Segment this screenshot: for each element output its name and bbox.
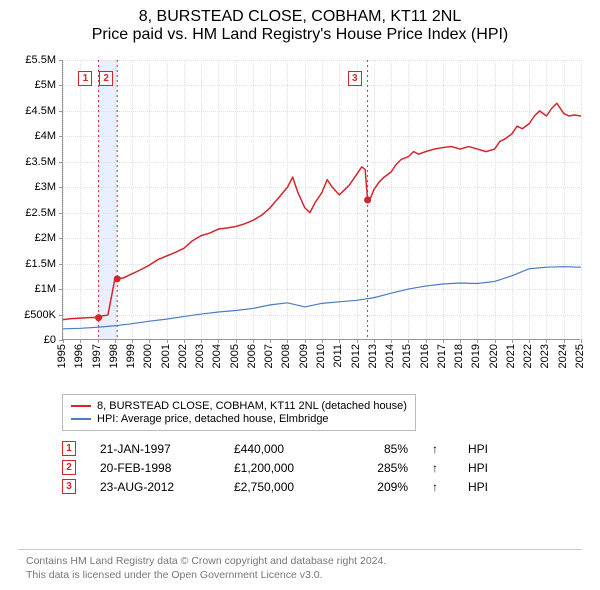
x-tick-label: 2020 — [488, 344, 500, 368]
y-tick-label: £4.5M — [25, 105, 56, 117]
annotation-marker: 1 — [78, 71, 92, 86]
x-tick-label: 2018 — [453, 344, 465, 368]
footer-line2: This data is licensed under the Open Gov… — [26, 568, 574, 582]
y-tick-label: £5.5M — [25, 54, 56, 66]
x-tick-label: 1996 — [73, 344, 85, 368]
y-tick-label: £2M — [35, 232, 56, 244]
annotation-marker: 3 — [348, 71, 362, 86]
x-tick-label: 2010 — [315, 344, 327, 368]
x-tick-label: 1999 — [125, 344, 137, 368]
sale-arrow-icon: ↑ — [432, 461, 444, 475]
sale-price: £1,200,000 — [234, 461, 324, 475]
x-tick-label: 2016 — [419, 344, 431, 368]
x-tick-label: 2015 — [401, 344, 413, 368]
legend-swatch — [71, 418, 91, 420]
chart-title-block: 8, BURSTEAD CLOSE, COBHAM, KT11 2NL Pric… — [12, 8, 588, 44]
y-tick-label: £4M — [35, 130, 56, 142]
plot-svg — [63, 60, 580, 339]
y-tick-label: £2.5M — [25, 207, 56, 219]
sale-pct: 85% — [348, 442, 408, 456]
sale-arrow-icon: ↑ — [432, 480, 444, 494]
x-tick-label: 2012 — [350, 344, 362, 368]
title-line1: 8, BURSTEAD CLOSE, COBHAM, KT11 2NL — [12, 8, 588, 26]
y-tick-label: £0 — [44, 334, 56, 346]
x-tick-label: 2014 — [384, 344, 396, 368]
x-tick-label: 2004 — [211, 344, 223, 368]
sale-pct: 209% — [348, 480, 408, 494]
sale-vs: HPI — [468, 442, 488, 456]
sale-marker: 1 — [62, 441, 76, 456]
sale-date: 20-FEB-1998 — [100, 461, 210, 475]
sale-date: 23-AUG-2012 — [100, 480, 210, 494]
legend-item: HPI: Average price, detached house, Elmb… — [71, 413, 407, 425]
sale-pct: 285% — [348, 461, 408, 475]
x-tick-label: 2017 — [436, 344, 448, 368]
sale-point-marker — [114, 275, 121, 282]
x-tick-label: 2023 — [539, 344, 551, 368]
x-tick-label: 2005 — [229, 344, 241, 368]
x-tick-label: 1995 — [56, 344, 68, 368]
sale-row: 2 20-FEB-1998 £1,200,000 285% ↑ HPI — [62, 460, 588, 475]
x-tick-label: 2011 — [332, 344, 344, 368]
y-tick-label: £1M — [35, 283, 56, 295]
y-tick-label: £1.5M — [25, 258, 56, 270]
x-tick-label: 2013 — [367, 344, 379, 368]
x-tick-label: 2021 — [505, 344, 517, 368]
sales-table: 1 21-JAN-1997 £440,000 85% ↑ HPI 2 20-FEB-1998 £… — [62, 437, 588, 498]
title-line2: Price paid vs. HM Land Registry's House … — [12, 26, 588, 44]
chart-area: £0 £500K £1M £1.5M £2M £2.5M £3M £3.5M £4M £4.5M £… — [12, 50, 588, 390]
x-tick-label: 2019 — [470, 344, 482, 368]
sale-row: 1 21-JAN-1997 £440,000 85% ↑ HPI — [62, 441, 588, 456]
sale-point-marker — [95, 314, 102, 321]
y-tick-label: £500K — [24, 309, 56, 321]
legend: 8, BURSTEAD CLOSE, COBHAM, KT11 2NL (det… — [62, 394, 416, 431]
x-tick-label: 2002 — [177, 344, 189, 368]
legend-label: 8, BURSTEAD CLOSE, COBHAM, KT11 2NL (det… — [97, 400, 407, 412]
sale-row: 3 23-AUG-2012 £2,750,000 209% ↑ HPI — [62, 479, 588, 494]
x-tick-label: 2009 — [298, 344, 310, 368]
x-tick-label: 2022 — [522, 344, 534, 368]
sale-marker: 3 — [62, 479, 76, 494]
y-axis-labels: £0£500K£1M£1.5M£2M£2.5M£3M£3.5M£4M£4.5M£… — [12, 60, 60, 340]
footer: Contains HM Land Registry data © Crown c… — [18, 549, 582, 582]
y-tick-label: £3M — [35, 181, 56, 193]
series-property — [63, 103, 581, 319]
legend-label: HPI: Average price, detached house, Elmb… — [97, 413, 329, 425]
y-tick-label: £3.5M — [25, 156, 56, 168]
x-tick-label: 2007 — [263, 344, 275, 368]
sale-price: £440,000 — [234, 442, 324, 456]
x-tick-label: 2006 — [246, 344, 258, 368]
sale-date: 21-JAN-1997 — [100, 442, 210, 456]
series-hpi — [63, 267, 581, 329]
legend-swatch — [71, 405, 91, 407]
sale-point-marker — [364, 197, 371, 204]
sale-vs: HPI — [468, 480, 488, 494]
x-tick-label: 2008 — [280, 344, 292, 368]
footer-line1: Contains HM Land Registry data © Crown c… — [26, 554, 574, 568]
sale-price: £2,750,000 — [234, 480, 324, 494]
x-tick-label: 1998 — [108, 344, 120, 368]
plot-region: 12 3 — [62, 60, 580, 340]
x-tick-label: 2001 — [160, 344, 172, 368]
sale-marker: 2 — [62, 460, 76, 475]
x-axis-labels: 1995199619971998199920002001200220032004… — [62, 342, 580, 390]
y-tick-label: £5M — [35, 79, 56, 91]
x-tick-label: 2003 — [194, 344, 206, 368]
x-tick-label: 2000 — [142, 344, 154, 368]
x-tick-label: 1997 — [91, 344, 103, 368]
sale-arrow-icon: ↑ — [432, 442, 444, 456]
annotation-marker: 2 — [99, 71, 113, 86]
x-tick-label: 2024 — [557, 344, 569, 368]
x-tick-label: 2025 — [574, 344, 586, 368]
legend-item: 8, BURSTEAD CLOSE, COBHAM, KT11 2NL (det… — [71, 400, 407, 412]
sale-vs: HPI — [468, 461, 488, 475]
